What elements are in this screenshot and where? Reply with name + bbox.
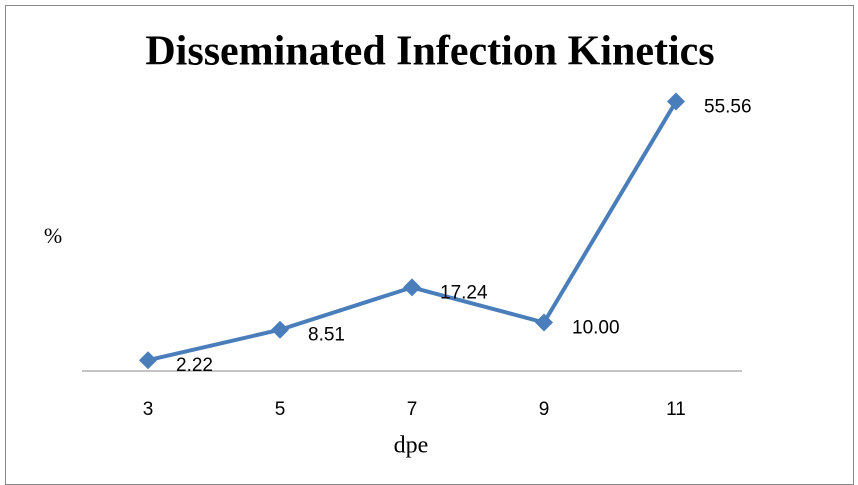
data-marker	[271, 320, 289, 339]
chart-border	[5, 5, 854, 485]
data-label: 17.24	[440, 282, 488, 303]
data-label: 55.56	[704, 97, 752, 118]
x-axis-label: dpe	[394, 433, 429, 459]
data-label: 2.22	[176, 355, 213, 376]
x-tick-label: 7	[407, 399, 418, 420]
x-tick-label: 9	[539, 399, 550, 420]
x-tick-label: 3	[143, 399, 154, 420]
x-tick-label: 11	[666, 399, 686, 420]
data-label: 10.00	[572, 318, 620, 339]
data-marker	[667, 92, 685, 111]
data-marker	[535, 313, 553, 332]
x-tick-label: 5	[275, 399, 286, 420]
data-marker	[139, 351, 157, 370]
chart-title: Disseminated Infection Kinetics	[145, 29, 714, 75]
data-label: 8.51	[308, 325, 345, 346]
y-axis-label: %	[44, 223, 62, 248]
data-marker	[403, 278, 421, 297]
